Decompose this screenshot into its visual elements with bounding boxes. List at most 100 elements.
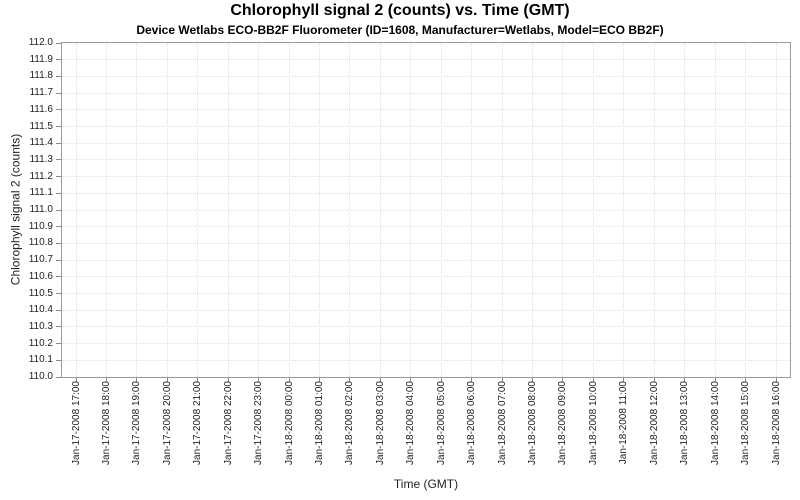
v-gridline bbox=[440, 43, 442, 377]
x-tick-label: Jan-18-2008 12:00 bbox=[648, 381, 660, 465]
v-gridline bbox=[136, 43, 138, 377]
v-gridline bbox=[653, 43, 655, 377]
h-gridline bbox=[62, 75, 790, 77]
h-gridline bbox=[62, 343, 790, 345]
v-gridline bbox=[349, 43, 351, 377]
x-tick-mark bbox=[136, 378, 138, 382]
x-axis-title: Time (GMT) bbox=[393, 477, 459, 491]
h-gridline bbox=[62, 126, 790, 127]
x-tick-label: Jan-18-2008 05:00 bbox=[435, 381, 447, 465]
x-tick-mark bbox=[227, 378, 229, 382]
v-gridline bbox=[471, 43, 473, 377]
x-tick-label: Jan-18-2008 06:00 bbox=[466, 381, 478, 465]
y-tick-label: 111.5 bbox=[29, 120, 53, 132]
y-tick-label: 111.1 bbox=[29, 187, 53, 199]
v-gridline bbox=[745, 43, 747, 377]
h-gridline bbox=[62, 192, 790, 194]
x-tick-mark bbox=[684, 378, 686, 382]
x-tick-mark bbox=[288, 378, 290, 382]
x-tick-label: Jan-18-2008 07:00 bbox=[496, 381, 508, 465]
chart-subtitle: Device Wetlabs ECO-BB2F Fluorometer (ID=… bbox=[136, 23, 664, 37]
y-tick-label: 111.3 bbox=[29, 153, 53, 165]
x-tick-label: Jan-17-2008 22:00 bbox=[222, 381, 234, 465]
y-tick-label: 110.2 bbox=[28, 337, 53, 349]
v-gridline bbox=[258, 43, 260, 377]
v-gridline bbox=[410, 43, 412, 377]
y-tick-mark bbox=[56, 326, 61, 328]
x-tick-mark bbox=[410, 378, 412, 382]
v-gridline bbox=[592, 43, 594, 377]
y-tick-label: 110.9 bbox=[28, 220, 53, 232]
y-tick-mark bbox=[56, 42, 61, 44]
h-gridline bbox=[62, 326, 790, 328]
h-gridline bbox=[62, 142, 790, 144]
y-tick-label: 111.4 bbox=[29, 137, 53, 149]
y-tick-mark bbox=[56, 293, 61, 294]
x-tick-mark bbox=[197, 378, 199, 382]
h-gridline bbox=[62, 59, 790, 61]
x-tick-label: Jan-17-2008 19:00 bbox=[131, 381, 143, 465]
y-tick-mark bbox=[56, 126, 61, 127]
v-gridline bbox=[379, 43, 381, 377]
y-tick-label: 110.1 bbox=[28, 354, 53, 366]
x-tick-label: Jan-17-2008 21:00 bbox=[192, 381, 204, 465]
h-gridline bbox=[62, 159, 790, 161]
x-tick-label: Jan-18-2008 14:00 bbox=[709, 381, 721, 465]
x-tick-label: Jan-18-2008 16:00 bbox=[770, 381, 782, 465]
h-gridline bbox=[62, 293, 790, 294]
y-tick-label: 111.0 bbox=[29, 204, 53, 215]
y-tick-label: 111.2 bbox=[29, 170, 53, 182]
x-tick-mark bbox=[258, 378, 260, 382]
h-gridline bbox=[62, 242, 790, 244]
x-tick-mark bbox=[623, 378, 625, 382]
x-tick-mark bbox=[318, 378, 320, 382]
v-gridline bbox=[288, 43, 290, 377]
h-gridline bbox=[62, 109, 790, 111]
v-gridline bbox=[714, 43, 716, 377]
x-tick-label: Jan-18-2008 09:00 bbox=[557, 381, 569, 465]
chart-title: Chlorophyll signal 2 (counts) vs. Time (… bbox=[230, 2, 570, 19]
x-tick-mark bbox=[714, 378, 716, 382]
x-tick-label: Jan-18-2008 08:00 bbox=[527, 381, 539, 465]
y-tick-mark bbox=[56, 75, 61, 77]
y-tick-label: 110.8 bbox=[28, 237, 53, 249]
y-tick-mark bbox=[56, 192, 61, 194]
y-tick-label: 111.6 bbox=[29, 103, 53, 115]
x-tick-label: Jan-17-2008 23:00 bbox=[253, 381, 265, 465]
x-tick-mark bbox=[349, 378, 351, 382]
plot-area bbox=[61, 42, 791, 378]
x-tick-label: Jan-18-2008 01:00 bbox=[313, 381, 325, 465]
y-tick-label: 110.0 bbox=[28, 371, 53, 382]
y-tick-mark bbox=[56, 276, 61, 278]
x-tick-label: Jan-18-2008 04:00 bbox=[405, 381, 417, 465]
x-tick-mark bbox=[440, 378, 442, 382]
y-tick-mark bbox=[56, 142, 61, 144]
y-tick-mark bbox=[56, 259, 61, 261]
x-tick-mark bbox=[532, 378, 534, 382]
x-tick-label: Jan-18-2008 13:00 bbox=[679, 381, 691, 465]
h-gridline bbox=[62, 209, 790, 211]
x-tick-label: Jan-17-2008 17:00 bbox=[70, 381, 82, 465]
x-tick-label: Jan-18-2008 11:00 bbox=[618, 381, 630, 465]
y-tick-label: 111.7 bbox=[29, 87, 53, 99]
v-gridline bbox=[227, 43, 229, 377]
y-tick-label: 112.0 bbox=[28, 37, 53, 48]
y-tick-mark bbox=[56, 109, 61, 111]
v-gridline bbox=[318, 43, 320, 377]
x-tick-label: Jan-17-2008 20:00 bbox=[161, 381, 173, 465]
h-gridline bbox=[62, 259, 790, 261]
v-gridline bbox=[684, 43, 686, 377]
y-tick-mark bbox=[56, 376, 61, 378]
x-tick-mark bbox=[745, 378, 747, 382]
x-tick-mark bbox=[166, 378, 168, 382]
v-gridline bbox=[105, 43, 107, 377]
x-tick-mark bbox=[379, 378, 381, 382]
y-tick-mark bbox=[56, 309, 61, 311]
y-tick-mark bbox=[56, 59, 61, 61]
x-tick-label: Jan-18-2008 03:00 bbox=[374, 381, 386, 465]
h-gridline bbox=[62, 359, 790, 361]
h-gridline bbox=[62, 92, 790, 94]
h-gridline bbox=[62, 309, 790, 311]
x-tick-mark bbox=[105, 378, 107, 382]
